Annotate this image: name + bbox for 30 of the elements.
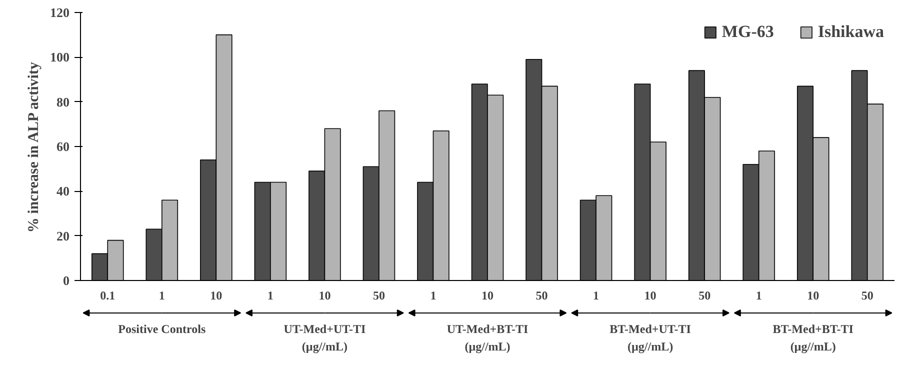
x-tick-label: 1 <box>267 288 274 302</box>
y-tick-label: 100 <box>50 50 70 65</box>
y-tick-label: 0 <box>63 273 70 288</box>
y-tick-label: 60 <box>56 139 70 154</box>
x-tick-label: 10 <box>318 288 331 302</box>
x-tick-label: 0.1 <box>100 288 116 302</box>
y-tick-label: 80 <box>56 94 70 110</box>
y-tick-label: 40 <box>56 184 70 199</box>
y-tick-label: 120 <box>50 5 70 20</box>
legend-label: MG-63 <box>722 22 774 42</box>
x-tick-label: 10 <box>644 288 656 302</box>
legend-label: Ishikawa <box>818 22 884 42</box>
x-tick-label: 50 <box>698 288 711 302</box>
x-tick-label: 50 <box>536 288 548 302</box>
text: UT-Med+UT-TI (µg//mL) <box>284 322 366 354</box>
x-tick-label: 1 <box>430 288 436 302</box>
x-tick-label: 1 <box>593 288 600 302</box>
x-tick-label: 1 <box>158 288 165 302</box>
text: BT-Med+UT-TI (µg//mL) <box>610 322 692 354</box>
x-tick-label: 50 <box>861 288 874 302</box>
text: BT-Med+BT-TI (µg//mL) <box>772 322 854 354</box>
x-tick-label: 10 <box>807 288 820 302</box>
text: UT-Med+BT-TI (µg//mL) <box>446 322 528 354</box>
y-tick-label: 20 <box>56 228 70 244</box>
x-tick-label: 1 <box>756 288 762 302</box>
x-tick-label: 10 <box>482 288 494 302</box>
y-axis-title: % increase in ALP activity <box>26 62 42 233</box>
x-tick-label: 10 <box>210 288 222 302</box>
text: Positive Controls <box>118 322 206 336</box>
x-tick-label: 50 <box>372 288 385 302</box>
